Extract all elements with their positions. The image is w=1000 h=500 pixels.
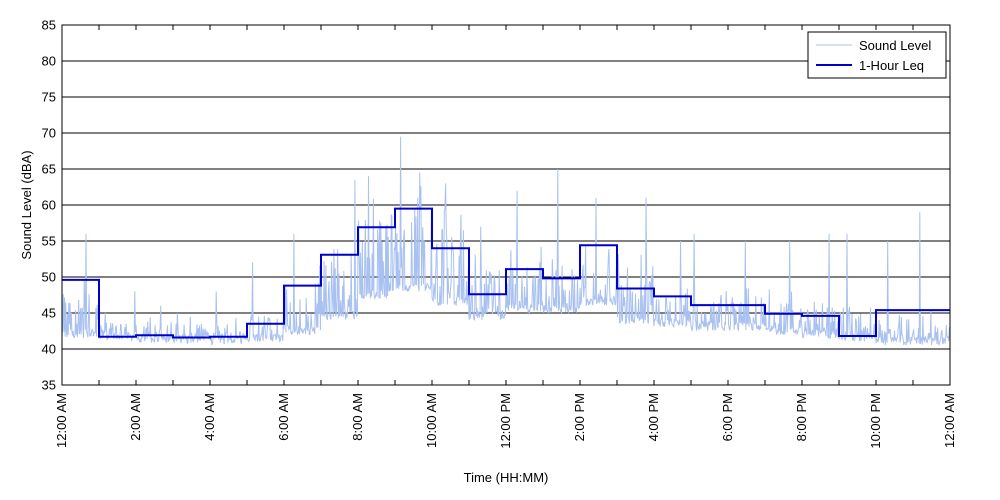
x-tick-label: 2:00 PM [572,393,587,441]
x-tick-label: 8:00 PM [794,393,809,441]
x-tick-label: 6:00 PM [720,393,735,441]
legend-box [807,31,947,79]
y-tick-label: 45 [42,306,56,321]
x-tick-label: 4:00 PM [646,393,661,441]
x-axis-ticks: 12:00 AM 2:00 AM 4:00 AM 6:00 AM 8:00 AM 10:0… [54,25,957,449]
plot-frame [61,24,951,386]
y-tick-label: 65 [42,162,56,177]
y-tick-label: 80 [42,54,56,69]
x-tick-label: 8:00 AM [350,393,365,441]
x-tick-label: 12:00 AM [54,393,69,448]
x-tick-label: 2:00 AM [128,393,143,441]
y-tick-label: 60 [42,198,56,213]
x-tick-label: 4:00 AM [202,393,217,441]
x-tick-label: 12:00 PM [498,393,513,449]
y-tick-label: 35 [42,378,56,393]
y-axis-label: Sound Level (dBA) [19,150,34,259]
y-tick-label: 85 [42,18,56,33]
y-tick-label: 40 [42,342,56,357]
x-axis-label: Time (HH:MM) [464,470,549,485]
legend: Sound Level 1-Hour Leq [807,31,947,79]
x-tick-label: 10:00 PM [868,393,883,449]
x-tick-label: 10:00 AM [424,393,439,448]
y-tick-label: 70 [42,126,56,141]
legend-label-sound-level: Sound Level [859,38,931,53]
x-tick-label: 6:00 AM [276,393,291,441]
y-tick-label: 55 [42,234,56,249]
y-axis-ticks: 35 40 45 50 55 60 65 70 75 80 85 [42,18,56,393]
leq-series [62,207,950,339]
legend-label-leq: 1-Hour Leq [859,58,924,73]
x-tick-label: 12:00 AM [942,393,957,448]
y-tick-label: 50 [42,270,56,285]
y-tick-label: 75 [42,90,56,105]
leq-line [62,207,950,339]
